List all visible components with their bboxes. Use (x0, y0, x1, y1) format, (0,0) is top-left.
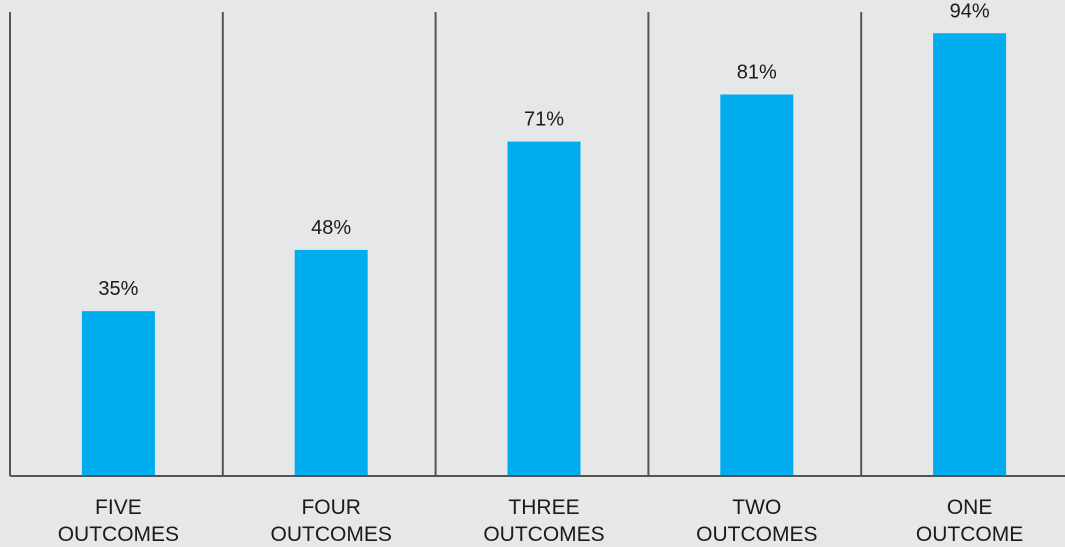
category-label: FOUR OUTCOMES (271, 496, 392, 546)
value-label: 48% (311, 217, 351, 239)
category-label: FIVE OUTCOMES (58, 496, 179, 546)
category-label-line: OUTCOME (916, 523, 1023, 546)
category-label: ONE OUTCOME (916, 496, 1023, 546)
category-label-line: OUTCOMES (483, 523, 604, 546)
category-label: THREE OUTCOMES (483, 496, 604, 546)
bar (933, 33, 1007, 476)
value-label: 81% (737, 61, 777, 83)
bar (720, 94, 794, 477)
category-label-line: OUTCOMES (271, 523, 392, 546)
value-label: 94% (950, 0, 990, 22)
bar (507, 141, 581, 476)
category-label-line: OUTCOMES (58, 523, 179, 546)
bar (294, 249, 368, 476)
bar (81, 311, 155, 476)
bars (81, 33, 1007, 477)
value-label: 71% (524, 109, 564, 131)
category-label-line: THREE (508, 496, 579, 519)
category-label-line: OUTCOMES (696, 523, 817, 546)
category-label: TWO OUTCOMES (696, 496, 817, 546)
value-labels: 35% 48% 71% 81% 94% (98, 0, 989, 300)
category-label-line: FOUR (301, 496, 361, 519)
category-label-line: FIVE (95, 496, 142, 519)
value-label: 35% (98, 278, 138, 300)
category-label-line: ONE (947, 496, 993, 519)
category-label-line: TWO (732, 496, 781, 519)
category-dividers (9, 12, 863, 476)
